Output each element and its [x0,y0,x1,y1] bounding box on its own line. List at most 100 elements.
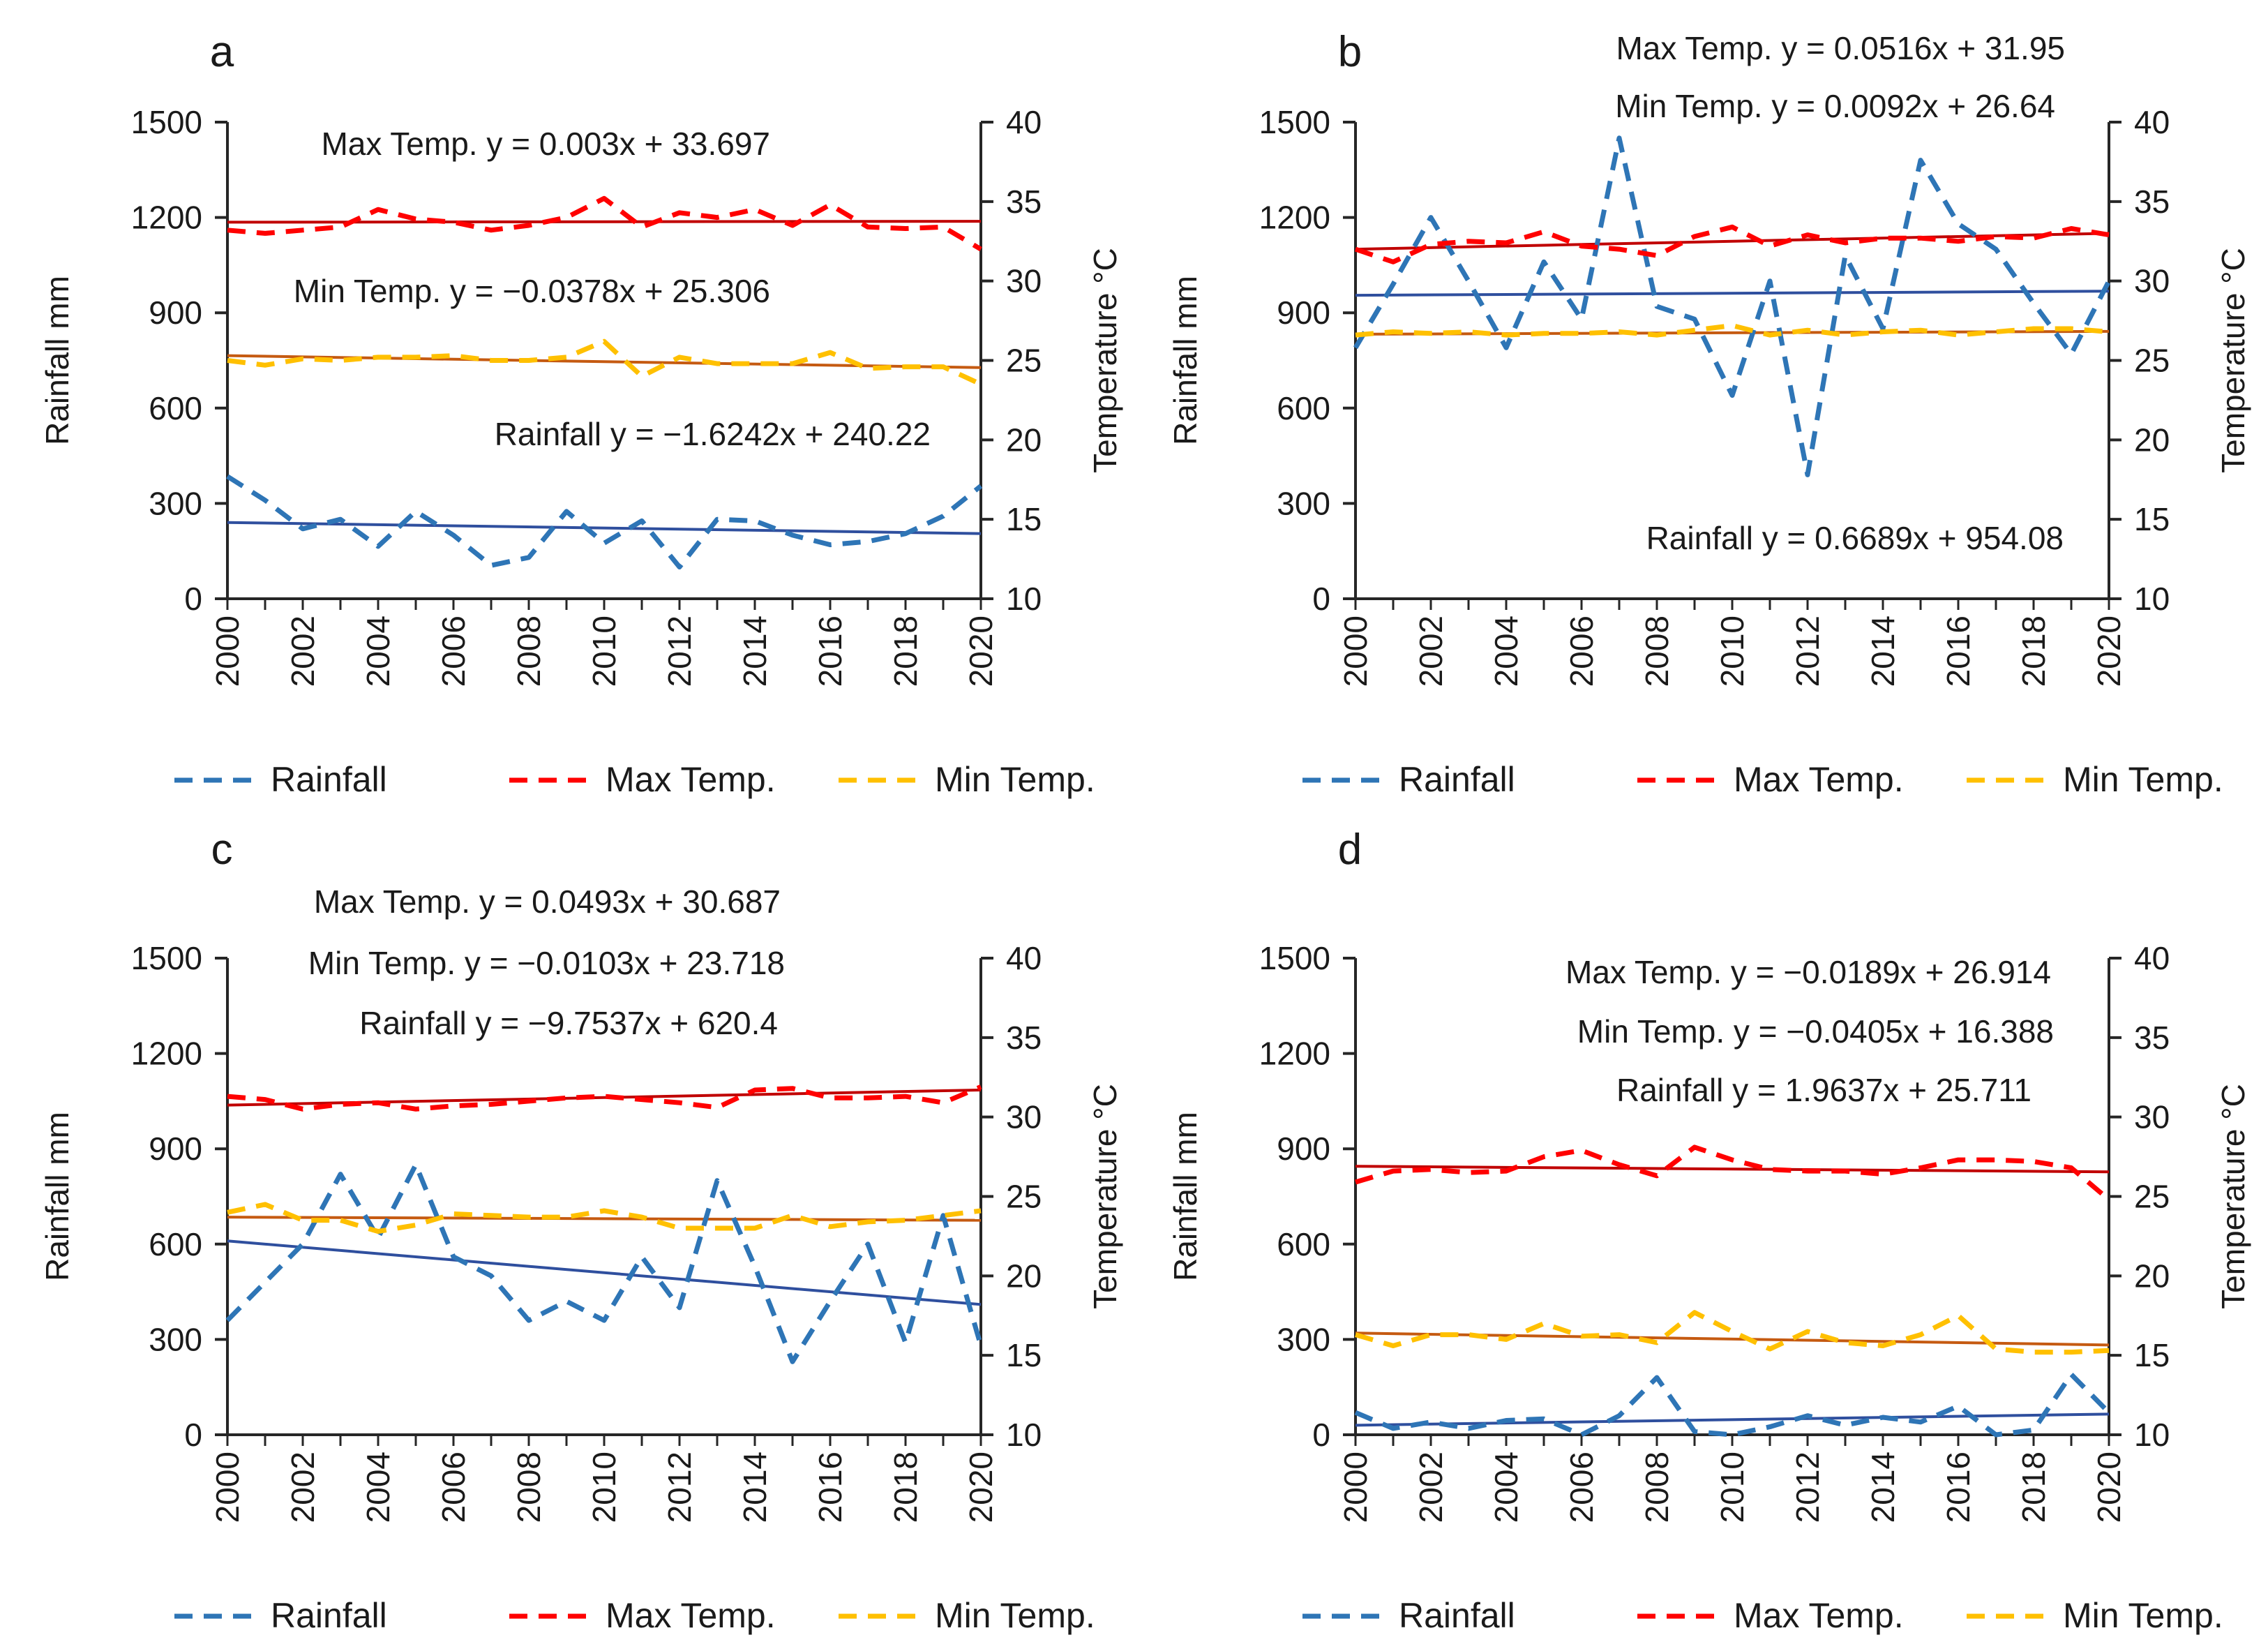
x-tick-label: 2002 [1413,615,1449,687]
equation-label: Min Temp. y = −0.0405x + 16.388 [1577,1013,2054,1050]
y2-tick-label: 15 [2134,1337,2170,1373]
trendline-rainfall [227,1239,982,1306]
y2-tick-label: 35 [2134,184,2170,220]
legend-label-max-temp: Max Temp. [606,760,776,799]
panel-a: a 0 300 600 900 1200 1500 10 15 20 25 30 35 40 2000 200… [39,28,1123,799]
trendline-min-temp [227,354,982,369]
x-tick-label: 2006 [435,1452,472,1523]
equation-label: Min Temp. y = 0.0092x + 26.64 [1615,88,2055,124]
x-tick-label: 2020 [2091,615,2127,687]
y-tick-label: 1500 [131,104,202,140]
x-tick-label: 2020 [2091,1452,2127,1523]
trendline-max-temp [227,220,982,224]
x-tick-label: 2004 [360,615,396,687]
x-tick-label: 2018 [887,1452,924,1523]
x-tick-label: 2016 [1940,615,1976,687]
y-tick-label: 1200 [1259,1036,1330,1072]
y-tick-label: 900 [149,294,202,331]
x-tick-label: 2006 [435,615,472,687]
y-axis-title: Rainfall mm [39,1112,75,1281]
y-tick-label: 600 [1277,1226,1330,1262]
x-tick-label: 2018 [887,615,924,687]
x-tick-label: 2014 [737,615,773,687]
y2-tick-label: 20 [1006,1258,1042,1294]
series-max-temp [1354,224,2110,264]
y2-tick-label: 30 [2134,1099,2170,1135]
series-min-temp [1355,322,2110,338]
trendline-rainfall [1355,1412,2110,1427]
y-tick-label: 0 [1312,1417,1330,1453]
x-tick-label: 2012 [661,615,698,687]
trendline-rainfall [227,521,982,535]
y2-tick-label: 10 [1006,1417,1042,1453]
legend-label-min-temp: Min Temp. [935,760,1095,799]
equation-label: Rainfall y = 0.6689x + 954.08 [1646,520,2064,556]
legend-label-rainfall: Rainfall [271,760,387,799]
y2-tick-label: 35 [1006,184,1042,220]
y-tick-label: 600 [149,1226,202,1262]
panel-d: d 0 300 600 900 1200 1500 10 15 20 25 30 35 40 2000 200… [1167,826,2251,1635]
x-tick-label: 2006 [1563,615,1600,687]
equation-label: Min Temp. y = −0.0378x + 25.306 [294,273,770,309]
y2-axis-title: Temperature °C [1087,1084,1123,1309]
y2-tick-label: 35 [1006,1020,1042,1056]
y2-tick-label: 10 [2134,1417,2170,1453]
x-tick-label: 2016 [812,1452,848,1523]
y2-tick-label: 30 [1006,263,1042,299]
panel-letter-a: a [210,28,234,76]
x-tick-label: 2000 [209,615,246,687]
y2-tick-label: 25 [2134,1179,2170,1215]
y2-tick-label: 25 [1006,343,1042,379]
y-tick-label: 1500 [1259,940,1330,976]
x-tick-label: 2002 [1413,1452,1449,1523]
x-tick-label: 2010 [1714,1452,1750,1523]
x-tick-label: 2010 [586,1452,622,1523]
x-tick-label: 2014 [737,1452,773,1523]
x-tick-label: 2008 [511,1452,547,1523]
panel-b: b 0 300 600 900 1200 1500 10 15 20 25 30 35 40 2000 200… [1167,28,2251,799]
x-tick-label: 2014 [1865,615,1901,687]
y2-tick-label: 15 [2134,501,2170,537]
y-axis-title: Rainfall mm [1167,276,1203,445]
equation-label: Max Temp. y = 0.0516x + 31.95 [1616,30,2065,66]
equation-label: Max Temp. y = 0.003x + 33.697 [321,126,770,162]
y-tick-label: 0 [184,581,202,617]
y-tick-label: 1200 [131,200,202,236]
series-rainfall [225,1162,984,1364]
y2-tick-label: 40 [1006,940,1042,976]
y2-tick-label: 10 [2134,581,2170,617]
series-max-temp [227,195,982,252]
y-tick-label: 300 [149,485,202,521]
legend-label-max-temp: Max Temp. [606,1596,776,1635]
series-max-temp [227,1084,982,1112]
legend-label-max-temp: Max Temp. [1734,1596,1904,1635]
trendline-min-temp [1355,1331,2110,1347]
equation-label: Max Temp. y = 0.0493x + 30.687 [314,883,781,920]
y2-tick-label: 35 [2134,1020,2170,1056]
x-tick-label: 2016 [812,615,848,687]
y-tick-label: 600 [1277,390,1330,426]
y-tick-label: 900 [1277,1131,1330,1167]
y2-tick-label: 20 [1006,421,1042,458]
y-tick-label: 300 [1277,1321,1330,1357]
y2-tick-label: 15 [1006,1337,1042,1373]
panel-letter-b: b [1338,28,1362,76]
series-min-temp [1355,1310,2110,1355]
x-tick-label: 2000 [1337,615,1374,687]
y2-tick-label: 25 [1006,1179,1042,1215]
x-tick-label: 2018 [2015,1452,2052,1523]
x-tick-label: 2014 [1865,1452,1901,1523]
y2-tick-label: 25 [2134,343,2170,379]
y-tick-label: 1200 [131,1036,202,1072]
x-tick-label: 2006 [1563,1452,1600,1523]
legend-label-min-temp: Min Temp. [2063,1596,2223,1635]
x-tick-label: 2002 [285,615,321,687]
series-min-temp [227,1202,982,1234]
x-tick-label: 2004 [1488,615,1524,687]
series-min-temp [227,338,982,387]
panel-letter-c: c [211,826,233,874]
legend-label-rainfall: Rainfall [1399,760,1515,799]
y-tick-label: 0 [1312,581,1330,617]
x-tick-label: 2018 [2015,615,2052,687]
